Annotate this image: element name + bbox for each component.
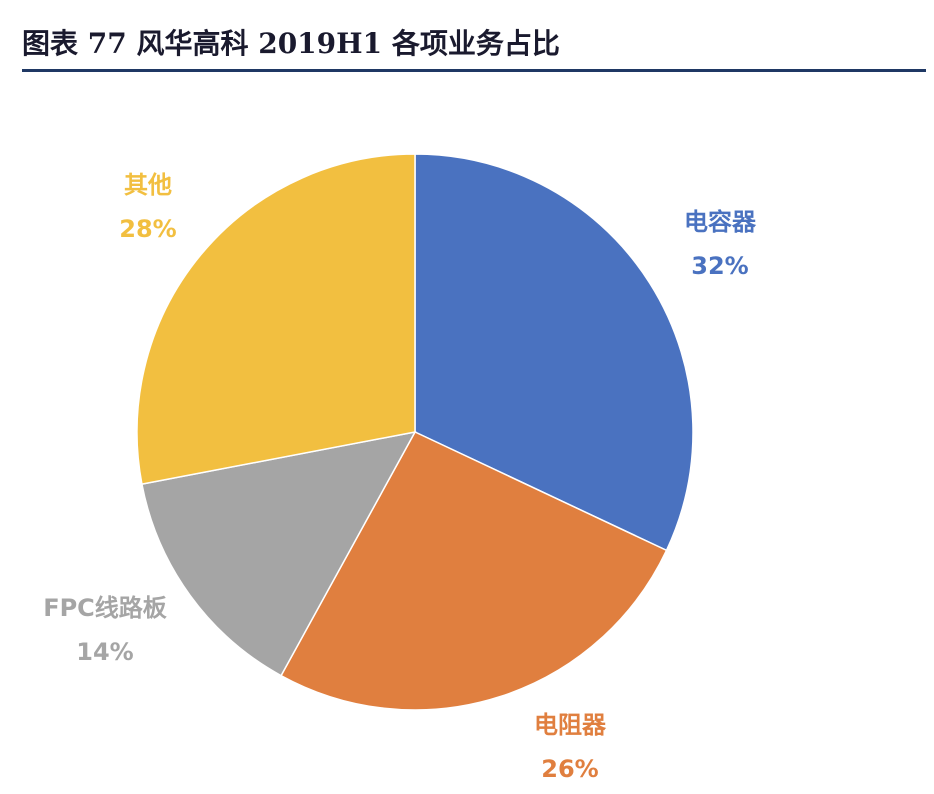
slice-label: FPC线路板 bbox=[43, 594, 167, 622]
title-rule bbox=[22, 69, 926, 72]
slice-value-label: 14% bbox=[76, 638, 134, 666]
slice-value-label: 26% bbox=[541, 755, 599, 783]
chart-title: 图表 77 风华高科 2019H1 各项业务占比 bbox=[22, 27, 560, 60]
pie-slice bbox=[136, 153, 416, 485]
slice-label: 电容器 bbox=[684, 208, 756, 236]
slice-value-label: 28% bbox=[119, 215, 177, 243]
slice-label: 其他 bbox=[124, 171, 172, 199]
pie-slice bbox=[141, 430, 417, 677]
pie-slice bbox=[414, 153, 694, 552]
slice-label: 电阻器 bbox=[534, 711, 606, 739]
slice-value-label: 32% bbox=[691, 252, 749, 280]
